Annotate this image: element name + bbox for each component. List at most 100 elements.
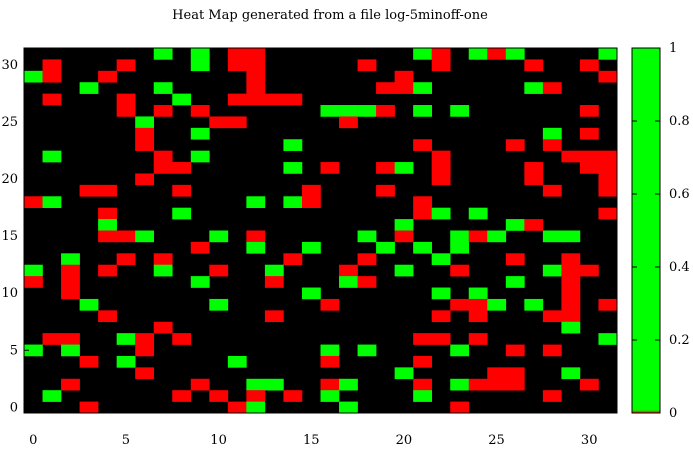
heatmap-cell bbox=[598, 298, 618, 311]
heatmap-cell bbox=[339, 264, 358, 277]
colorbar-tick-label: 0.4 bbox=[669, 260, 690, 275]
heatmap-cell bbox=[24, 70, 43, 83]
heatmap-cell bbox=[468, 207, 488, 220]
heatmap-cell bbox=[487, 298, 507, 311]
y-tick-label: 0 bbox=[10, 400, 18, 415]
heatmap-cell bbox=[524, 298, 544, 311]
heatmap-cell bbox=[524, 82, 544, 94]
heatmap-cell bbox=[153, 264, 173, 277]
heatmap-cell bbox=[505, 253, 525, 266]
heatmap-cell bbox=[116, 253, 136, 266]
x-tick-label: 30 bbox=[581, 433, 598, 448]
colorbar-tick-label: 0.8 bbox=[669, 114, 690, 129]
heatmap-cell bbox=[524, 219, 544, 231]
heatmap-cell bbox=[598, 150, 618, 163]
heatmap-cell bbox=[468, 378, 488, 391]
heatmap-cell bbox=[190, 105, 210, 117]
heatmap-cell bbox=[339, 276, 358, 288]
heatmap-cell bbox=[450, 378, 470, 391]
x-tick-label: 5 bbox=[122, 433, 130, 448]
heatmap-cell bbox=[542, 390, 562, 402]
heatmap-cell bbox=[376, 105, 395, 117]
heatmap-cell bbox=[505, 344, 525, 357]
heatmap-cell bbox=[431, 310, 451, 323]
heatmap-cell bbox=[42, 59, 62, 72]
colorbar-tick-label: 0.2 bbox=[669, 333, 690, 348]
heatmap-cell bbox=[135, 127, 155, 140]
x-tick-label: 10 bbox=[210, 433, 227, 448]
heatmap-cell bbox=[320, 105, 340, 117]
heatmap-cell bbox=[413, 390, 432, 402]
heatmap-cell bbox=[283, 139, 303, 151]
heatmap-cell bbox=[283, 196, 303, 208]
heatmap-cell bbox=[283, 93, 303, 106]
heatmap-cell bbox=[209, 116, 229, 129]
heatmap-cell bbox=[246, 48, 266, 60]
colorbar-tick-label: 0.6 bbox=[669, 187, 690, 202]
x-tick-label: 25 bbox=[488, 433, 505, 448]
heatmap-cell bbox=[561, 298, 581, 311]
heatmap-cell bbox=[376, 162, 395, 174]
heatmap-cell bbox=[413, 196, 432, 208]
x-tick-label: 15 bbox=[303, 433, 320, 448]
heatmap-cell bbox=[561, 367, 581, 380]
heatmap-cell bbox=[135, 139, 155, 151]
heatmap-cell bbox=[450, 264, 470, 277]
heatmap-cell bbox=[190, 241, 210, 254]
heatmap-cell bbox=[561, 287, 581, 300]
heatmap-cell bbox=[61, 344, 80, 357]
heatmap-cell bbox=[24, 276, 43, 288]
heatmap-cell bbox=[42, 196, 62, 208]
heatmap-cell bbox=[468, 298, 488, 311]
heatmap-cell bbox=[264, 378, 284, 391]
heatmap-cell bbox=[246, 93, 266, 106]
heatmap-cell bbox=[394, 70, 414, 83]
heatmap-cell bbox=[79, 298, 99, 311]
heatmap-cell bbox=[505, 139, 525, 151]
heatmap-cell bbox=[505, 48, 525, 60]
heatmap-cell bbox=[579, 378, 599, 391]
colorbar-tick-label: 0 bbox=[669, 406, 677, 421]
heatmap-cell bbox=[542, 344, 562, 357]
heatmap-cell bbox=[301, 184, 321, 197]
heatmap-cell bbox=[413, 139, 432, 151]
heatmap-cell bbox=[42, 390, 62, 402]
heatmap-cell bbox=[61, 264, 80, 277]
heatmap-cell bbox=[153, 321, 173, 334]
heatmap-cell bbox=[487, 378, 507, 391]
heatmap-cell bbox=[98, 207, 117, 220]
heatmap-cell bbox=[542, 82, 562, 94]
heatmap-cell bbox=[209, 230, 229, 243]
heatmap-cell bbox=[579, 264, 599, 277]
heatmap-cell bbox=[135, 344, 155, 357]
heatmap-cell bbox=[79, 82, 99, 94]
heatmap-cell bbox=[42, 93, 62, 106]
heatmap-cell bbox=[246, 196, 266, 208]
heatmap-cell bbox=[542, 184, 562, 197]
heatmap-cell bbox=[283, 253, 303, 266]
heatmap-cell bbox=[431, 59, 451, 72]
heatmap-cell bbox=[598, 184, 618, 197]
heatmap-cell bbox=[413, 355, 432, 368]
chart-title: Heat Map generated from a file log-5mino… bbox=[172, 8, 488, 23]
heatmap-cell bbox=[431, 207, 451, 220]
heatmap-cell bbox=[561, 321, 581, 334]
heatmap-cell bbox=[79, 401, 99, 414]
heatmap-cell bbox=[339, 105, 358, 117]
heatmap-cell bbox=[579, 150, 599, 163]
heatmap-cell bbox=[209, 298, 229, 311]
heatmap-cell bbox=[320, 344, 340, 357]
heatmap-cell bbox=[135, 333, 155, 345]
y-axis: 0 5 10 15 20 25 30 bbox=[1, 58, 29, 415]
heatmap-cell bbox=[227, 48, 247, 60]
heatmap-cell bbox=[172, 162, 192, 174]
heatmap-cell bbox=[431, 253, 451, 266]
heatmap-cell bbox=[153, 82, 173, 94]
heatmap-cell bbox=[116, 230, 136, 243]
heatmap-cell bbox=[227, 355, 247, 368]
heatmap-cell bbox=[190, 150, 210, 163]
heatmap-cell bbox=[301, 196, 321, 208]
heatmap-cell bbox=[264, 276, 284, 288]
heatmap-cell bbox=[450, 105, 470, 117]
heatmap-cell bbox=[190, 378, 210, 391]
